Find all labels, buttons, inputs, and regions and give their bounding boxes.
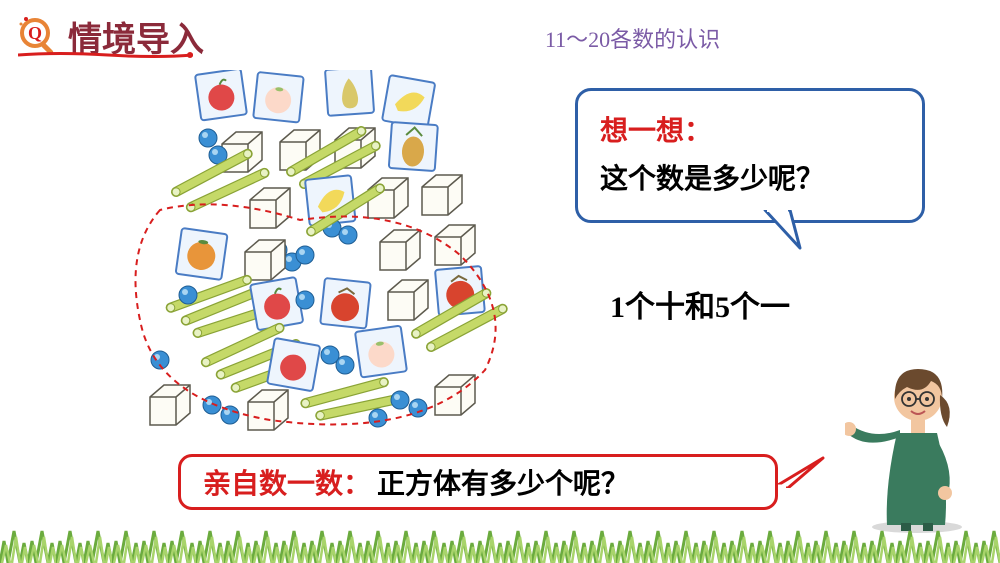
think-line2: 这个数是多少呢？: [600, 157, 900, 197]
title-underline: [18, 52, 193, 60]
page-subtitle: 11～20各数的认识: [545, 22, 720, 54]
count-red-text: 亲自数一数：: [203, 462, 371, 502]
objects-illustration: [130, 70, 530, 450]
think-red-text: 想一想：: [600, 116, 712, 147]
count-black-text: 正方体有多少个呢？: [377, 462, 629, 502]
think-bubble-tail: [755, 210, 805, 250]
svg-text:Q: Q: [28, 23, 42, 43]
teacher-figure: [845, 355, 975, 535]
think-bubble: 想一想： 这个数是多少呢？: [575, 88, 925, 223]
answer-text: 1个十和5个一: [610, 282, 790, 326]
think-line1: 想一想：: [600, 109, 900, 149]
count-bubble: 亲自数一数： 正方体有多少个呢？: [178, 454, 778, 510]
grass-footer: [0, 523, 1000, 563]
